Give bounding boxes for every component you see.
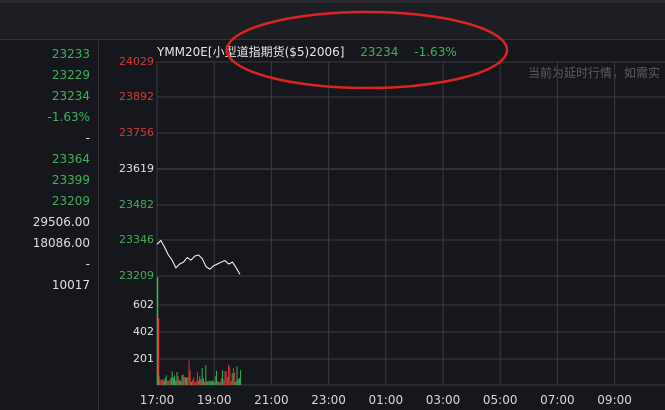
delay-notice: 当前为延时行情，如需实: [528, 66, 661, 80]
volume-axis-label: 602: [133, 298, 154, 311]
side-value: 23364: [51, 152, 90, 166]
side-value: 23234: [51, 89, 90, 103]
top-toolbar: [0, 0, 665, 40]
price-axis-label: 23756: [119, 126, 154, 139]
time-axis-label: 19:00: [196, 393, 232, 407]
time-axis-label: 07:00: [540, 393, 575, 407]
price-axis-label: 24029: [119, 55, 154, 68]
last-price: 23234: [360, 45, 399, 59]
time-axis-label: 05:00: [482, 393, 518, 407]
side-value: 29506.00: [32, 215, 90, 229]
time-axis-label: 23:00: [311, 393, 346, 407]
side-value: 23209: [51, 194, 90, 208]
time-axis-label: 09:00: [597, 393, 632, 407]
price-axis-label: 23346: [119, 233, 154, 246]
time-axis-label: 03:00: [425, 393, 461, 407]
side-value: 18086.00: [32, 236, 90, 250]
price-axis-label: 23892: [119, 90, 154, 103]
side-value: -1.63%: [47, 110, 90, 124]
annotation-circle: [225, 10, 509, 90]
volume-axis-label: 402: [133, 325, 154, 338]
side-value: 23399: [51, 173, 90, 187]
side-value: 10017: [51, 278, 90, 292]
side-value: -: [85, 131, 90, 145]
time-axis-label: 01:00: [368, 393, 404, 407]
time-axis-label: 21:00: [254, 393, 289, 407]
chart-title: YMM20E[小型道指期货($5)2006] 23234 -1.63%: [157, 43, 469, 60]
side-value: -: [85, 257, 90, 271]
price-axis-label: 23209: [119, 269, 154, 282]
side-value: 23233: [51, 47, 90, 61]
price-axis-label: 23482: [119, 198, 154, 211]
volume-axis-label: 201: [133, 352, 154, 365]
quote-side-panel: 23233 23229 23234 -1.63% - 23364 23399 23209 295…: [0, 41, 99, 410]
time-axis-label: 17:00: [139, 393, 175, 407]
price-axis-label: 23619: [119, 162, 154, 175]
side-value: 23229: [51, 68, 90, 82]
change-percent: -1.63%: [414, 45, 457, 59]
price-line: [156, 239, 241, 275]
symbol-name: YMM20E[小型道指期货($5)2006]: [157, 45, 345, 59]
